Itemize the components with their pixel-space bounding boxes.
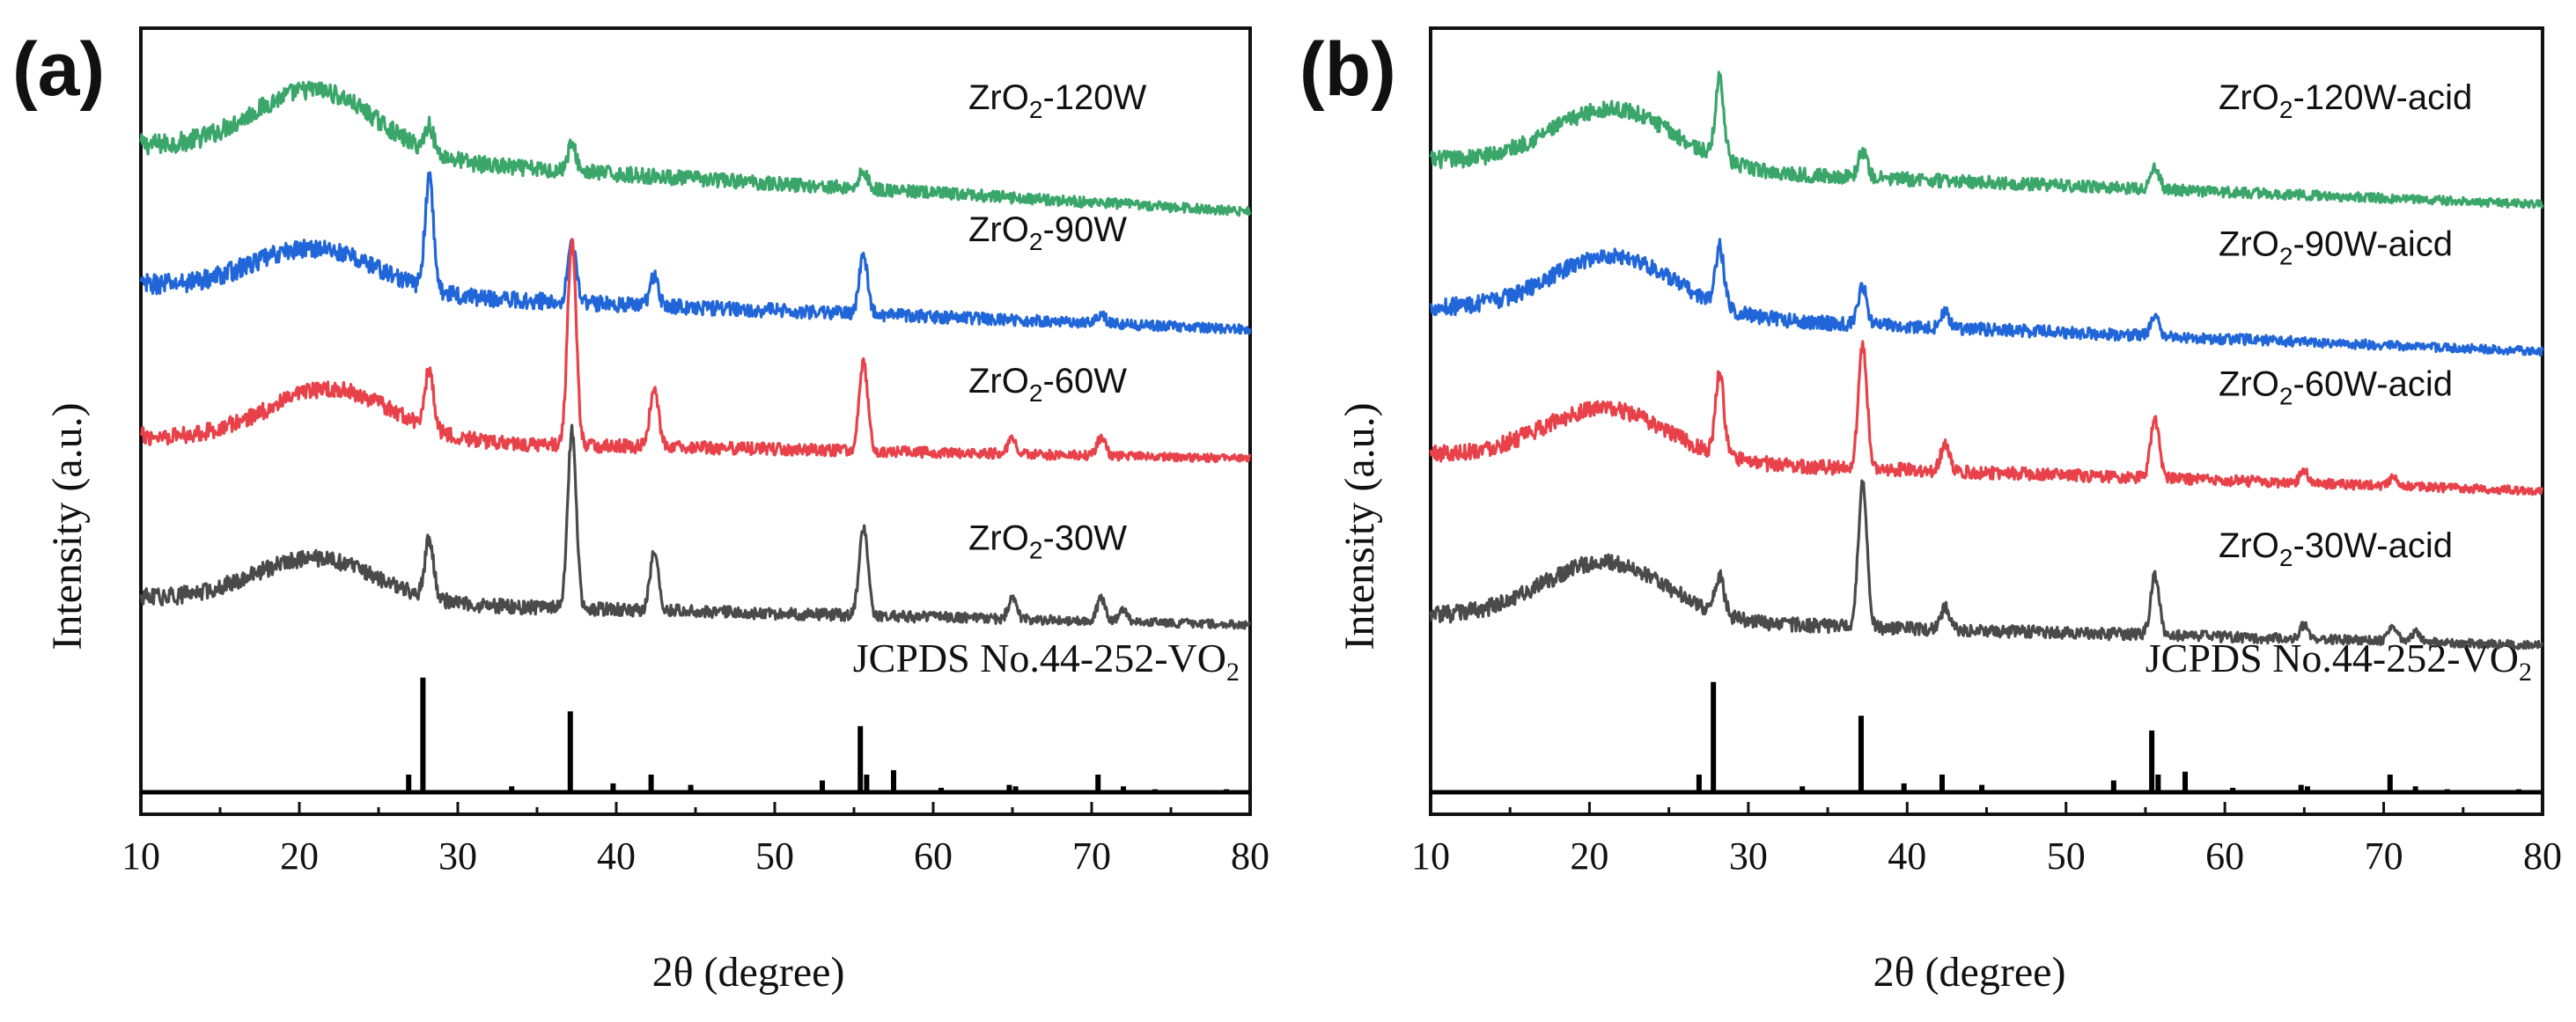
- x-tick-label: 40: [597, 835, 636, 878]
- reference-label: JCPDS No.44-252-VO2: [853, 636, 1240, 687]
- series-line: [139, 171, 1252, 335]
- series-line: [1429, 479, 2544, 651]
- x-tick-label: 40: [1888, 835, 1926, 878]
- x-tick-label: 60: [2205, 835, 2244, 878]
- x-tick-label: 20: [1570, 835, 1608, 878]
- x-tick-label: 50: [2047, 835, 2086, 878]
- x-tick-label: 70: [2365, 835, 2403, 878]
- x-tick-label: 80: [1231, 835, 1270, 878]
- series-label: ZrO2-60W-acid: [2219, 364, 2453, 409]
- series-label: ZrO2-30W: [968, 519, 1127, 564]
- series-line: [1429, 70, 2544, 210]
- series-line: [139, 423, 1251, 630]
- series-line: [1429, 238, 2544, 357]
- panel-letter-a: (a): [12, 27, 105, 112]
- plot-frame: [1429, 26, 2544, 816]
- x-tick-label: 60: [914, 835, 953, 878]
- x-tick-label: 10: [121, 835, 160, 878]
- series-line: [139, 238, 1252, 464]
- x-tick-label: 30: [438, 835, 477, 878]
- series-label: ZrO2-120W-acid: [2219, 78, 2472, 123]
- panel-b: (b) Intensity (a.u.) 2θ (degree) 10 20 30 4…: [1299, 26, 2562, 996]
- series-line: [139, 80, 1252, 217]
- series-label: ZrO2-90W: [968, 210, 1127, 255]
- series-label: ZrO2-30W-acid: [2219, 526, 2453, 571]
- x-tick-label: 70: [1072, 835, 1111, 878]
- panel-a: (a) Intensity (a.u.) 2θ (degree) 10 20 30 4…: [12, 26, 1270, 996]
- series-label: ZrO2-120W: [968, 78, 1147, 123]
- x-tick-label: 80: [2523, 835, 2562, 878]
- panel-letter-b: (b): [1299, 27, 1396, 112]
- x-tick-label: 30: [1729, 835, 1768, 878]
- plot-area-a: 10 20 30 40 50 60 70 80 JCPDS No.44-252-VO2 ZrO2-…: [121, 26, 1270, 878]
- series-line: [1429, 340, 2544, 496]
- x-axis-title-b: 2θ (degree): [1873, 949, 2066, 996]
- x-axis-title-a: 2θ (degree): [652, 949, 845, 996]
- series-label: ZrO2-90W-aicd: [2219, 225, 2453, 270]
- plot-frame: [139, 26, 1252, 816]
- y-axis-title-a: Intensity (a.u.): [44, 402, 91, 650]
- series-label: ZrO2-60W: [968, 362, 1127, 407]
- x-tick-label: 20: [280, 835, 319, 878]
- x-tick-label: 10: [1411, 835, 1450, 878]
- x-tick-label: 50: [755, 835, 794, 878]
- y-axis-title-b: Intensity (a.u.): [1336, 402, 1383, 650]
